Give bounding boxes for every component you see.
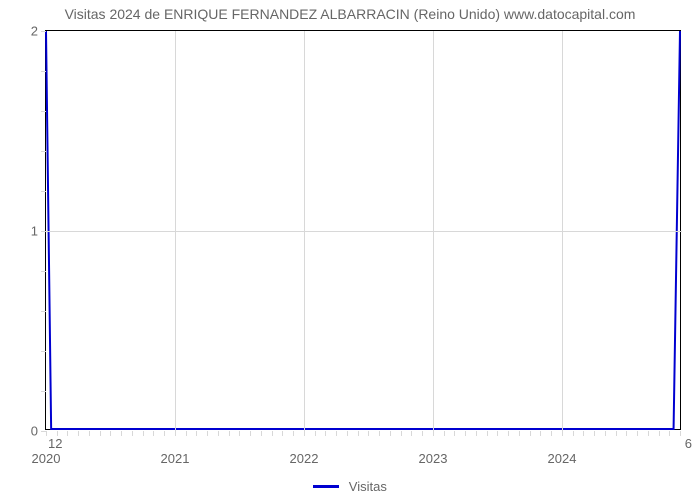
minor-tick-x xyxy=(218,431,219,436)
minor-tick-x xyxy=(110,431,111,436)
minor-tick-x xyxy=(637,431,638,436)
minor-tick-x xyxy=(562,431,563,436)
minor-tick-x xyxy=(379,431,380,436)
minor-tick-x xyxy=(164,431,165,436)
minor-tick-x xyxy=(100,431,101,436)
minor-tick-x xyxy=(605,431,606,436)
x-tick-label: 2020 xyxy=(32,451,61,466)
minor-tick-x xyxy=(530,431,531,436)
minor-tick-x xyxy=(315,431,316,436)
minor-tick-x xyxy=(433,431,434,436)
minor-tick-x xyxy=(626,431,627,436)
minor-tick-x xyxy=(347,431,348,436)
minor-tick-x xyxy=(487,431,488,436)
minor-tick-x xyxy=(616,431,617,436)
x-tick-label: 2023 xyxy=(419,451,448,466)
minor-tick-x xyxy=(454,431,455,436)
minor-tick-x xyxy=(390,431,391,436)
minor-tick-x xyxy=(78,431,79,436)
minor-tick-y xyxy=(41,31,46,32)
minor-tick-x xyxy=(680,431,681,436)
minor-tick-x xyxy=(551,431,552,436)
legend-swatch xyxy=(313,485,339,488)
y-tick-label: 1 xyxy=(31,224,38,239)
minor-tick-x xyxy=(401,431,402,436)
plot-area: 20202021202220232024012126 xyxy=(45,30,681,430)
visits-chart: Visitas 2024 de ENRIQUE FERNANDEZ ALBARR… xyxy=(0,0,700,500)
minor-tick-y xyxy=(41,231,46,232)
minor-tick-x xyxy=(540,431,541,436)
minor-tick-y xyxy=(41,351,46,352)
minor-tick-y xyxy=(41,391,46,392)
minor-tick-x xyxy=(261,431,262,436)
minor-tick-x xyxy=(508,431,509,436)
line-series xyxy=(46,31,680,429)
minor-tick-x xyxy=(239,431,240,436)
chart-title: Visitas 2024 de ENRIQUE FERNANDEZ ALBARR… xyxy=(0,6,700,22)
legend-label: Visitas xyxy=(349,479,387,494)
minor-tick-x xyxy=(89,431,90,436)
y-tick-label: 2 xyxy=(31,24,38,39)
minor-tick-x xyxy=(175,431,176,436)
minor-tick-x xyxy=(411,431,412,436)
minor-tick-x xyxy=(476,431,477,436)
minor-tick-x xyxy=(121,431,122,436)
minor-tick-y xyxy=(41,111,46,112)
minor-tick-x xyxy=(132,431,133,436)
secondary-axis-label: 6 xyxy=(685,436,692,451)
minor-tick-x xyxy=(229,431,230,436)
y-tick-label: 0 xyxy=(31,424,38,439)
minor-tick-y xyxy=(41,311,46,312)
minor-tick-x xyxy=(573,431,574,436)
legend: Visitas xyxy=(0,478,700,494)
minor-tick-x xyxy=(250,431,251,436)
x-tick-label: 2021 xyxy=(161,451,190,466)
minor-tick-y xyxy=(41,151,46,152)
minor-tick-x xyxy=(304,431,305,436)
minor-tick-x xyxy=(282,431,283,436)
minor-tick-x xyxy=(325,431,326,436)
minor-tick-x xyxy=(669,431,670,436)
minor-tick-x xyxy=(422,431,423,436)
minor-tick-x xyxy=(497,431,498,436)
minor-tick-x xyxy=(583,431,584,436)
minor-tick-x xyxy=(272,431,273,436)
minor-tick-y xyxy=(41,271,46,272)
minor-tick-x xyxy=(594,431,595,436)
minor-tick-x xyxy=(196,431,197,436)
minor-tick-x xyxy=(143,431,144,436)
x-tick-label: 2022 xyxy=(290,451,319,466)
minor-tick-y xyxy=(41,191,46,192)
minor-tick-x xyxy=(67,431,68,436)
minor-tick-x xyxy=(336,431,337,436)
minor-tick-x xyxy=(358,431,359,436)
minor-tick-x xyxy=(207,431,208,436)
minor-tick-x xyxy=(648,431,649,436)
minor-tick-x xyxy=(153,431,154,436)
minor-tick-x xyxy=(293,431,294,436)
minor-tick-x xyxy=(186,431,187,436)
minor-tick-y xyxy=(41,431,46,432)
minor-tick-y xyxy=(41,71,46,72)
minor-tick-x xyxy=(519,431,520,436)
minor-tick-x xyxy=(659,431,660,436)
minor-tick-x xyxy=(46,431,47,436)
x-tick-label: 2024 xyxy=(548,451,577,466)
gridline-horizontal xyxy=(46,231,682,232)
series-line xyxy=(46,31,680,429)
minor-tick-x xyxy=(368,431,369,436)
minor-tick-x xyxy=(444,431,445,436)
minor-tick-x xyxy=(465,431,466,436)
secondary-axis-label: 12 xyxy=(48,436,62,451)
